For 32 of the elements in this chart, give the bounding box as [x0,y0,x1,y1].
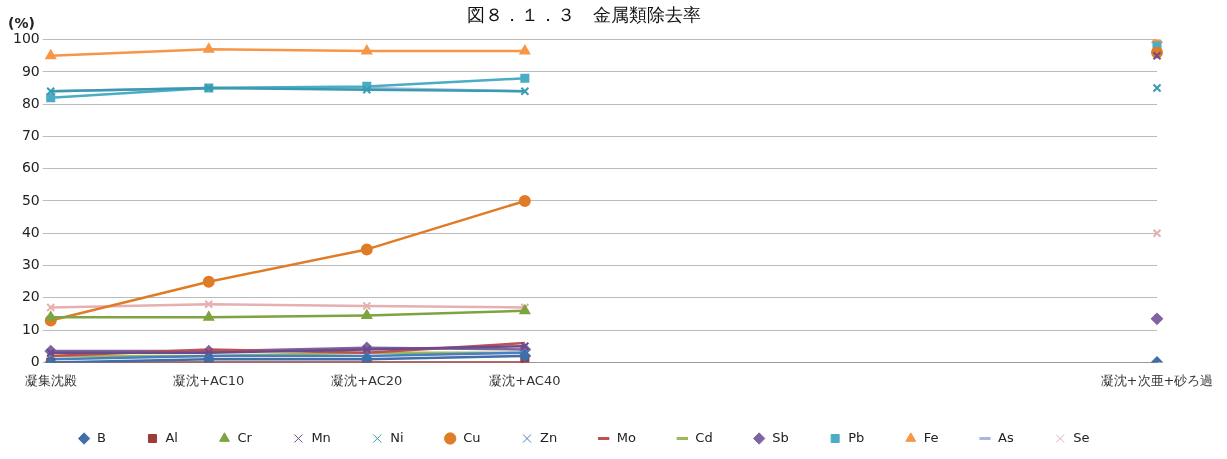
y-axis-title: (%) [8,15,35,32]
y-tick-label: 90 [21,62,40,79]
legend-label: Pb [848,429,865,445]
x-tick-label: 凝沈+AC40 [489,372,561,388]
chart-title: 図８．１．３ 金属類除去率 [466,4,701,26]
x-tick-label: 凝沈+AC20 [331,372,403,388]
x-tick-label: 凝集沈殿 [24,372,77,388]
legend-label: Cd [695,429,713,445]
y-tick-label: 30 [21,256,40,273]
legend-label: Zn [540,429,558,445]
legend-label: Al [165,429,178,445]
legend-label: Mn [311,429,331,445]
y-tick-label: 40 [21,223,40,240]
legend-label: Cr [237,429,253,445]
legend-label: Mo [616,429,636,445]
y-tick-label: 80 [21,94,40,111]
legend-label: Se [1073,429,1090,445]
y-tick-label: 50 [21,191,40,208]
legend-label: Fe [923,429,939,445]
legend-label: Ni [390,429,404,445]
x-tick-label: 凝沈+AC10 [173,372,245,388]
legend-label: As [998,429,1014,445]
legend-label: Sb [772,429,789,445]
legend-label: B [97,429,106,445]
y-tick-label: 0 [30,353,40,370]
y-tick-label: 100 [12,30,40,47]
y-tick-label: 10 [21,320,40,337]
y-tick-label: 60 [21,159,40,176]
legend-label: Cu [463,429,481,445]
y-tick-label: 70 [21,127,40,144]
x-tick-label: 凝沈+次亜+砂ろ過 [1100,372,1214,388]
y-tick-label: 20 [21,288,40,305]
